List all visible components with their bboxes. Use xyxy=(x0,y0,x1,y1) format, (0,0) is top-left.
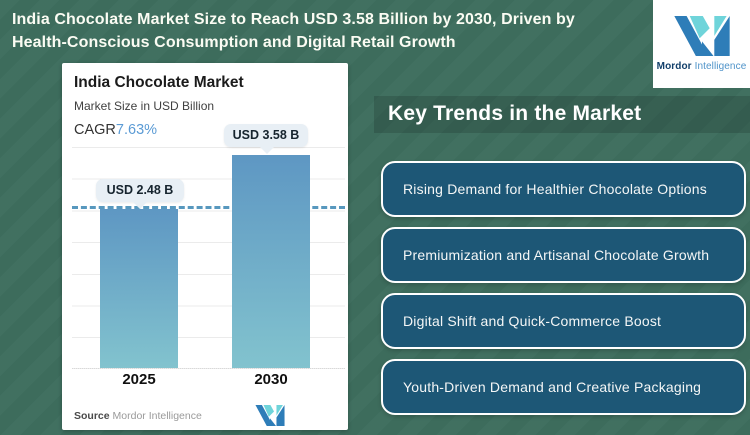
brand-logo-card: Mordor Intelligence xyxy=(653,0,750,88)
cagr-row: CAGR7.63% xyxy=(74,122,157,138)
page-title: India Chocolate Market Size to Reach USD… xyxy=(12,8,672,54)
trend-item-youth-demand: Youth-Driven Demand and Creative Packagi… xyxy=(381,359,746,415)
mordor-logo-icon xyxy=(673,16,730,56)
page-title-line2: Health-Conscious Consumption and Digital… xyxy=(12,34,456,51)
value-callout-2025: USD 2.48 B xyxy=(96,179,184,202)
market-size-chart-card: India Chocolate Market Market Size in US… xyxy=(62,63,348,430)
mordor-mini-logo-icon xyxy=(255,405,285,431)
cagr-value: 7.63% xyxy=(115,122,158,138)
chart-subtitle: Market Size in USD Billion xyxy=(74,99,215,113)
trends-heading-ribbon xyxy=(374,96,750,133)
trends-heading: Key Trends in the Market xyxy=(388,102,642,125)
bar-2025 xyxy=(100,209,178,368)
source-label: Source xyxy=(74,410,110,422)
source-attribution: Source Mordor Intelligence xyxy=(74,410,202,422)
value-callout-2030: USD 3.58 B xyxy=(224,124,308,147)
brand-name-secondary: Intelligence xyxy=(691,61,747,72)
trend-item-healthier-options: Rising Demand for Healthier Chocolate Op… xyxy=(381,161,746,217)
bar-2030 xyxy=(232,155,310,368)
axis-label-2030: 2030 xyxy=(254,371,288,388)
brand-wordmark: Mordor Intelligence xyxy=(657,61,747,72)
callout-pointer-2025 xyxy=(133,202,147,209)
trend-item-premiumization: Premiumization and Artisanal Chocolate G… xyxy=(381,227,746,283)
dashed-reference-line xyxy=(72,206,345,209)
axis-label-2025: 2025 xyxy=(122,371,156,388)
chart-title: India Chocolate Market xyxy=(74,74,244,91)
source-value: Mordor Intelligence xyxy=(109,410,202,422)
callout-pointer-2030 xyxy=(260,147,274,154)
brand-name-primary: Mordor xyxy=(656,61,692,72)
page-title-line1: India Chocolate Market Size to Reach USD… xyxy=(12,11,575,28)
cagr-label: CAGR xyxy=(74,122,116,138)
trend-item-digital-shift: Digital Shift and Quick-Commerce Boost xyxy=(381,293,746,349)
